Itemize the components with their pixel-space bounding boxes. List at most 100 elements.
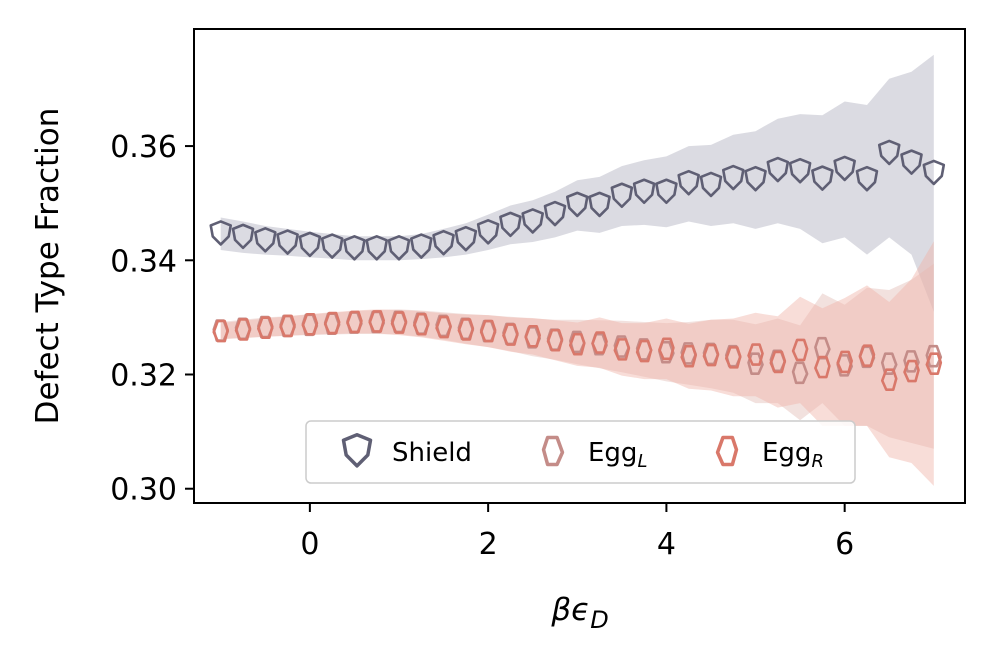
marker-eggr [323,311,341,335]
marker-eggr [814,355,831,379]
marker-shield [900,149,923,175]
marker-shield [365,234,389,261]
marker-shield [721,164,745,191]
marker-eggr [925,352,943,375]
marker-eggr [412,312,430,336]
marker-shield [209,220,233,246]
marker-shield [655,178,678,205]
marker-eggr [546,328,564,352]
marker-shield [588,191,611,218]
marker-shield [766,156,790,183]
marker-eggr [524,324,542,348]
band-shield [220,54,934,312]
marker-eggr [880,368,898,391]
marker-shield [231,223,255,250]
legend-label-eggr: EggR [762,438,824,472]
marker-shield [877,139,901,166]
x-axis-label: βϵD [550,592,608,634]
marker-shield [632,178,656,205]
marker-eggl [880,352,898,375]
legend-label-shield: Shield [392,438,472,468]
band-eggl [220,263,934,449]
data-markers [209,139,946,391]
marker-eggl [747,352,764,375]
marker-shield [855,165,879,192]
marker-eggr [502,323,519,346]
y-axis-ticks: 0.30 0.32 0.34 0.36 [110,130,194,508]
legend-marker-shield [341,433,373,468]
marker-eggr [368,310,386,333]
marker-eggr [724,346,742,369]
marker-eggr [747,343,764,366]
y-tick-label: 0.34 [110,244,177,279]
y-axis-label: Defect Type Fraction [30,108,66,425]
marker-shield [254,227,277,253]
marker-eggr [903,359,920,383]
marker-shield [521,208,545,234]
marker-eggr [858,344,876,367]
marker-shield [432,229,455,256]
marker-eggr [836,350,853,374]
marker-eggr [591,331,608,354]
marker-shield [409,233,433,259]
y-tick-label: 0.30 [110,473,177,508]
x-axis-label-sub: D [590,606,608,634]
legend-box [305,420,856,484]
marker-eggr [257,316,274,339]
marker-eggr [613,338,631,361]
confidence-bands [220,54,934,486]
marker-shield [677,169,700,196]
marker-eggr [279,314,296,338]
marker-shield [298,231,322,258]
marker-shield [343,234,366,261]
marker-eggl [568,330,586,354]
marker-eggr [680,344,697,368]
y-tick-label: 0.36 [110,130,177,165]
plot-frame [193,28,966,504]
marker-shield [699,171,723,198]
x-tick-label: 4 [657,527,676,562]
legend-marker-eggl [541,435,565,467]
marker-shield [811,165,834,191]
band-eggr [220,241,934,486]
marker-eggr [390,311,408,334]
marker-shield [788,157,812,184]
y-tick-label: 0.32 [110,359,177,394]
marker-shield [744,165,767,192]
marker-shield [499,211,522,238]
marker-shield [922,159,946,186]
marker-shield [387,234,411,261]
marker-shield [833,155,856,182]
marker-shield [610,182,634,209]
marker-eggl [680,342,697,365]
marker-eggr [301,312,319,336]
legend-label-eggl: EggL [588,438,647,472]
marker-eggr [435,315,452,339]
marker-shield [476,219,500,245]
x-tick-label: 6 [835,527,854,562]
marker-eggl [925,344,943,368]
marker-eggl [613,335,631,358]
legend-marker-eggr [715,435,739,467]
x-tick-label: 0 [300,527,319,562]
marker-eggr [479,319,497,343]
marker-shield [454,225,478,252]
marker-eggr [635,339,653,363]
marker-eggr [702,343,720,367]
marker-shield [276,229,299,255]
marker-eggr [212,319,230,343]
marker-eggr [234,318,252,341]
marker-shield [543,200,567,227]
marker-shield [320,233,344,259]
marker-eggr [769,350,787,374]
marker-eggl [903,350,920,373]
marker-eggl [791,361,809,385]
marker-eggr [568,332,586,356]
x-tick-label: 2 [479,527,498,562]
legend: Shield EggL EggR [305,420,856,484]
marker-eggr [457,318,475,341]
x-axis-label-main: βϵ [550,592,590,628]
marker-eggr [658,337,675,361]
